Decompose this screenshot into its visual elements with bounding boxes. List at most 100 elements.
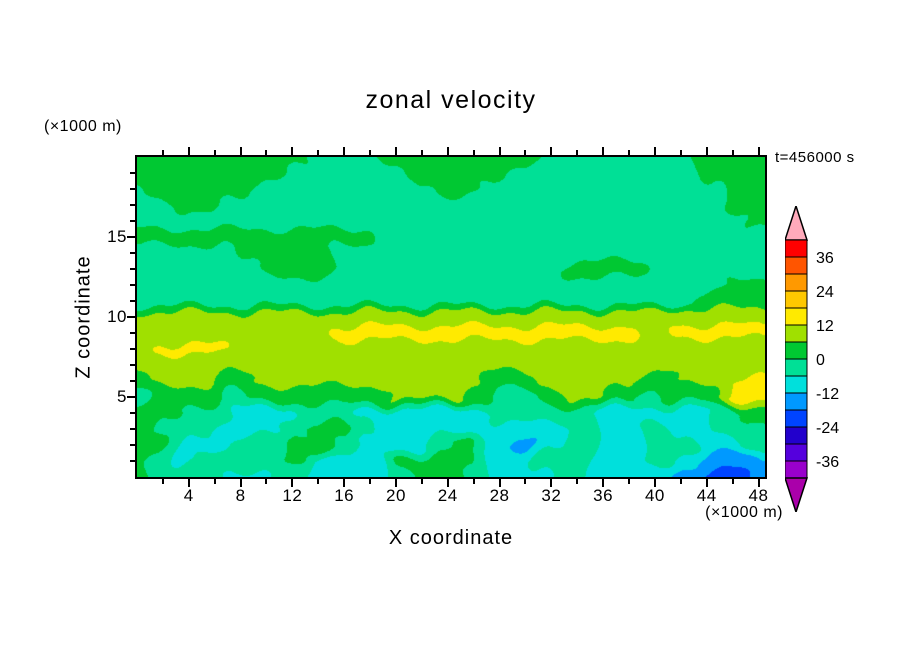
x-axis-unit-label: (×1000 m) [705, 504, 783, 521]
y-tick-left [130, 284, 135, 286]
x-tick-top [420, 150, 423, 155]
x-tick-bottom [679, 479, 682, 484]
colorbar-swatch [784, 409, 808, 428]
x-tick-top [317, 150, 320, 155]
colorbar-swatch [784, 460, 808, 479]
x-tick-bottom [291, 479, 294, 487]
x-tick-top [679, 150, 682, 155]
x-tick-bottom [602, 479, 605, 487]
chart-title: zonal velocity [365, 86, 537, 114]
x-tick-bottom [161, 479, 164, 484]
x-tick-top [187, 147, 190, 155]
x-tick-bottom [524, 479, 527, 484]
x-tick-bottom [498, 479, 501, 487]
x-tick-bottom [550, 479, 553, 487]
x-tick-bottom [213, 479, 216, 484]
colorbar-label: 36 [816, 250, 834, 267]
y-tick-left [130, 172, 135, 174]
colorbar-swatch [784, 239, 808, 258]
x-tick-top [524, 150, 527, 155]
x-tick-bottom [731, 479, 734, 484]
x-tick-bottom [265, 479, 268, 484]
y-tick-left [130, 380, 135, 382]
contour-canvas [137, 157, 765, 477]
x-tick-top [343, 147, 346, 155]
x-tick-bottom [653, 479, 656, 487]
x-tick-bottom [317, 479, 320, 484]
y-tick-left [127, 396, 135, 398]
plot-frame [135, 155, 767, 479]
colorbar-swatch [784, 426, 808, 445]
colorbar-swatch [784, 375, 808, 394]
colorbar-swatch [784, 392, 808, 411]
x-tick-top [291, 147, 294, 155]
x-tick-top [550, 147, 553, 155]
x-tick-label: 36 [593, 486, 614, 505]
x-tick-top [498, 147, 501, 155]
x-tick-bottom [576, 479, 579, 484]
y-tick-left [130, 220, 135, 222]
x-axis-title: X coordinate [388, 527, 514, 549]
x-tick-bottom [239, 479, 242, 487]
y-tick-left [130, 444, 135, 446]
x-tick-label: 24 [437, 486, 458, 505]
x-tick-top [731, 150, 734, 155]
x-tick-label: 44 [696, 486, 717, 505]
x-tick-top [161, 150, 164, 155]
colorbar-label: -24 [816, 420, 839, 437]
colorbar-under-arrow [783, 477, 809, 515]
y-tick-label: 15 [107, 227, 127, 246]
y-tick-left [130, 348, 135, 350]
colorbar-swatch [784, 324, 808, 343]
colorbar-swatch [784, 256, 808, 275]
y-tick-left [130, 252, 135, 254]
x-tick-label: 12 [282, 486, 303, 505]
y-tick-left [130, 188, 135, 190]
x-tick-bottom [420, 479, 423, 484]
x-tick-label: 4 [183, 486, 194, 505]
x-tick-top [576, 150, 579, 155]
colorbar-swatch [784, 290, 808, 309]
x-tick-bottom [472, 479, 475, 484]
x-tick-bottom [187, 479, 190, 487]
x-tick-top [239, 147, 242, 155]
y-tick-left [130, 204, 135, 206]
x-tick-bottom [394, 479, 397, 487]
x-tick-top [757, 147, 760, 155]
y-tick-left [127, 236, 135, 238]
colorbar-label: -12 [816, 386, 839, 403]
time-label: t=456000 s [775, 149, 855, 166]
x-tick-top [628, 150, 631, 155]
y-axis-unit-label: (×1000 m) [44, 118, 122, 135]
x-tick-bottom [628, 479, 631, 484]
x-tick-top [602, 147, 605, 155]
x-tick-label: 20 [386, 486, 406, 505]
colorbar: 36 24 12 0 -12 -24 -36 [783, 203, 865, 515]
x-tick-top [653, 147, 656, 155]
y-tick-left [130, 428, 135, 430]
y-tick-left [130, 460, 135, 462]
x-tick-top [472, 150, 475, 155]
colorbar-swatch [784, 273, 808, 292]
x-tick-label: 8 [235, 486, 246, 505]
x-tick-bottom [369, 479, 372, 484]
y-tick-left [127, 316, 135, 318]
y-tick-label: 5 [117, 387, 127, 406]
x-tick-bottom [446, 479, 449, 487]
colorbar-over-arrow [783, 203, 809, 241]
x-tick-label: 32 [541, 486, 562, 505]
colorbar-label: 12 [816, 318, 834, 335]
y-tick-left [130, 332, 135, 334]
colorbar-svg: 36 24 12 0 -12 -24 -36 [783, 203, 839, 515]
colorbar-label: 0 [816, 352, 825, 369]
colorbar-swatch [784, 341, 808, 360]
y-tick-left [130, 364, 135, 366]
colorbar-swatch [784, 358, 808, 377]
x-tick-label: 16 [334, 486, 355, 505]
x-tick-bottom [705, 479, 708, 487]
x-tick-label: 40 [644, 486, 665, 505]
y-tick-left [130, 300, 135, 302]
colorbar-label: 24 [816, 284, 834, 301]
y-tick-label: 10 [107, 307, 127, 326]
